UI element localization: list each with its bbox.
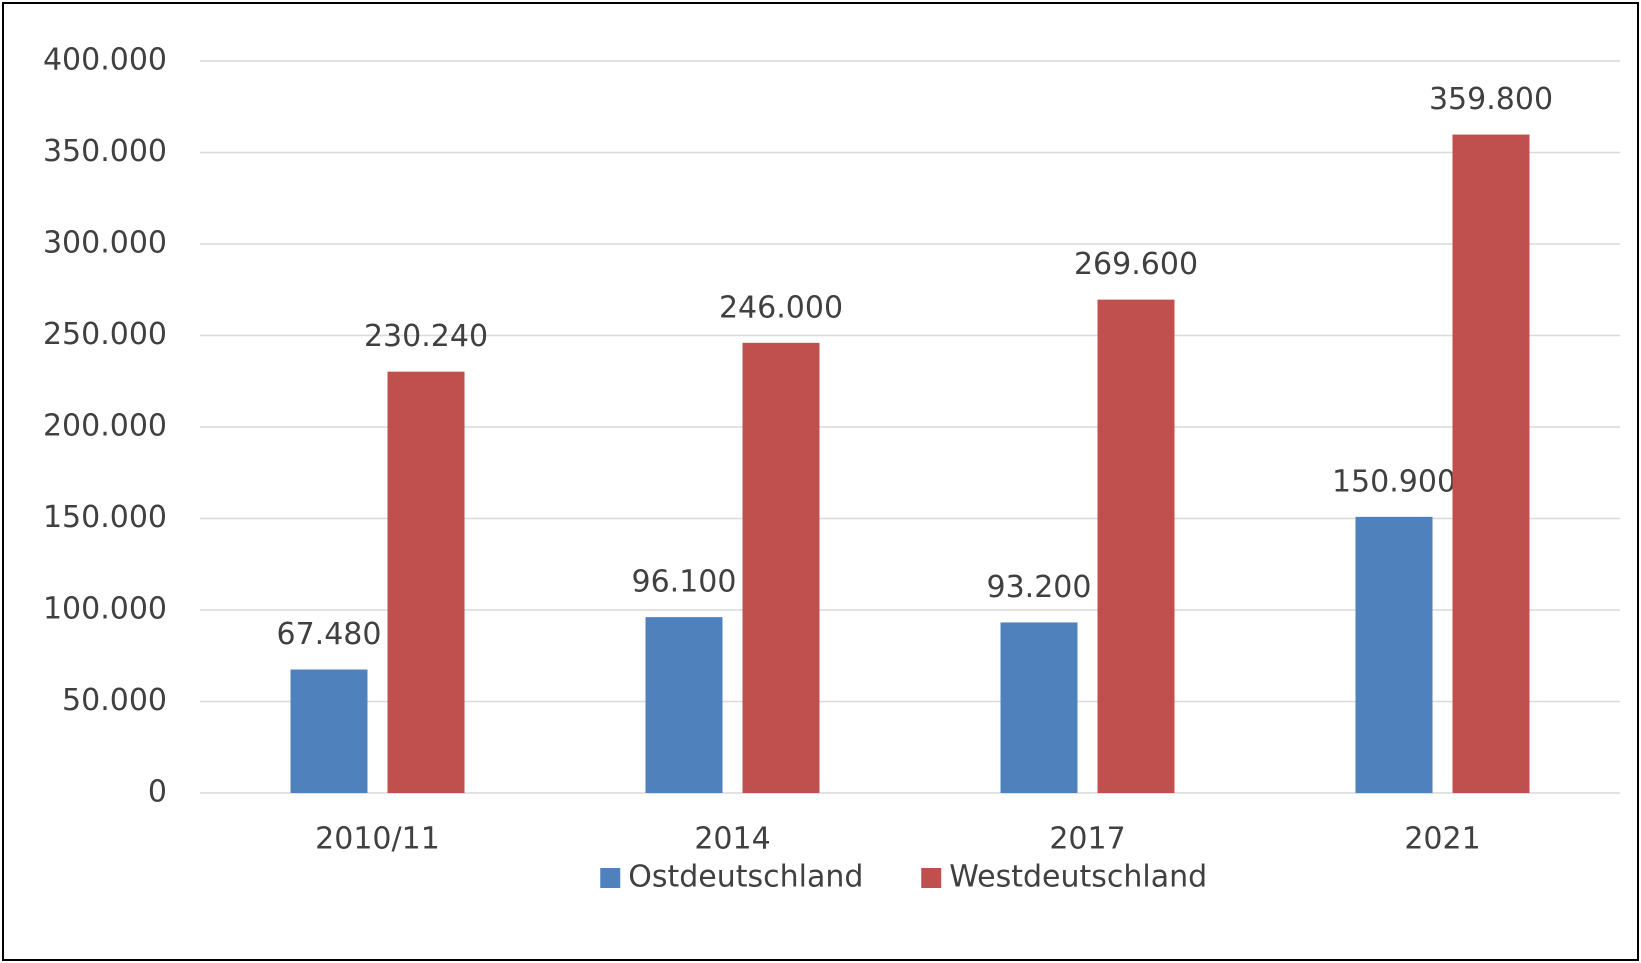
bar bbox=[742, 342, 820, 793]
bar bbox=[1097, 299, 1175, 793]
data-label: 359.800 bbox=[1429, 82, 1553, 117]
y-tick-label: 300.000 bbox=[43, 226, 167, 261]
bar bbox=[290, 669, 368, 793]
x-tick-label: 2010/11 bbox=[315, 822, 440, 857]
y-tick-label: 200.000 bbox=[43, 409, 167, 444]
y-tick-label: 350.000 bbox=[43, 134, 167, 169]
bar bbox=[1355, 516, 1433, 793]
y-tick-label: 150.000 bbox=[43, 500, 167, 535]
data-label: 67.480 bbox=[277, 617, 382, 652]
legend-label: Ostdeutschland bbox=[628, 860, 863, 895]
bar bbox=[645, 617, 723, 793]
x-tick-label: 2017 bbox=[1049, 822, 1125, 857]
data-label: 150.900 bbox=[1332, 464, 1456, 499]
y-tick-label: 100.000 bbox=[43, 592, 167, 627]
data-label: 230.240 bbox=[364, 319, 488, 354]
data-label: 269.600 bbox=[1074, 247, 1198, 282]
legend-swatch bbox=[600, 868, 621, 888]
legend-swatch bbox=[921, 868, 942, 888]
bar bbox=[1000, 622, 1078, 793]
legend-label: Westdeutschland bbox=[949, 860, 1207, 895]
y-tick-label: 50.000 bbox=[62, 683, 167, 718]
bar bbox=[387, 371, 465, 793]
x-tick-label: 2021 bbox=[1404, 822, 1480, 857]
y-tick-label: 0 bbox=[148, 775, 167, 810]
x-tick-label: 2014 bbox=[694, 822, 770, 857]
y-tick-label: 250.000 bbox=[43, 317, 167, 352]
data-label: 96.100 bbox=[632, 565, 737, 600]
data-label: 93.200 bbox=[987, 570, 1092, 605]
y-tick-label: 400.000 bbox=[43, 43, 167, 78]
bar bbox=[1452, 134, 1530, 794]
data-label: 246.000 bbox=[719, 290, 843, 325]
